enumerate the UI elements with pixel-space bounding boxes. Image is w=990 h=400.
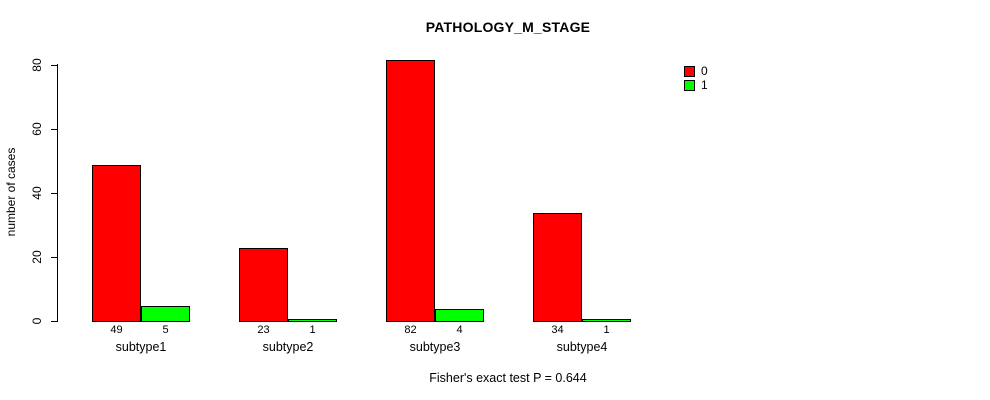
y-axis-title: number of cases [4,147,18,237]
bar-value-label: 82 [404,324,417,336]
bar-subtype4-1 [582,319,631,322]
bar-subtype1-1 [141,306,190,322]
legend: 0 1 [684,64,708,92]
chart-title: PATHOLOGY_M_STAGE [425,19,591,35]
y-tick-mark [51,321,58,322]
legend-entry-1: 1 [684,78,708,92]
bar-value-label: 5 [162,324,169,336]
bar-subtype2-1 [288,319,337,322]
legend-label: 0 [701,64,708,78]
bar-value-label: 4 [456,324,463,336]
annotation-fishers-test: Fisher's exact test P = 0.644 [429,371,587,385]
y-tick-mark [51,257,58,258]
y-tick-mark [51,129,58,130]
y-tick-mark [51,65,58,66]
bar-subtype4-0 [533,213,582,322]
bar-value-label: 1 [309,324,316,336]
x-category-label: subtype1 [115,340,167,354]
x-category-label: subtype3 [409,340,461,354]
y-tick-mark [51,193,58,194]
bar-value-label: 49 [110,324,123,336]
x-category-label: subtype2 [262,340,314,354]
legend-entry-0: 0 [684,64,708,78]
legend-swatch-green [684,79,695,91]
bar-value-label: 23 [257,324,270,336]
bar-value-label: 34 [551,324,564,336]
legend-label: 1 [701,78,708,92]
legend-swatch-red [684,65,695,77]
bar-subtype1-0 [92,165,141,322]
x-category-label: subtype4 [556,340,608,354]
bar-subtype3-1 [435,309,484,322]
bar-subtype2-0 [239,248,288,322]
y-tick-label: 80 [30,58,44,72]
bar-value-label: 1 [603,324,610,336]
bar-subtype3-0 [386,60,435,322]
